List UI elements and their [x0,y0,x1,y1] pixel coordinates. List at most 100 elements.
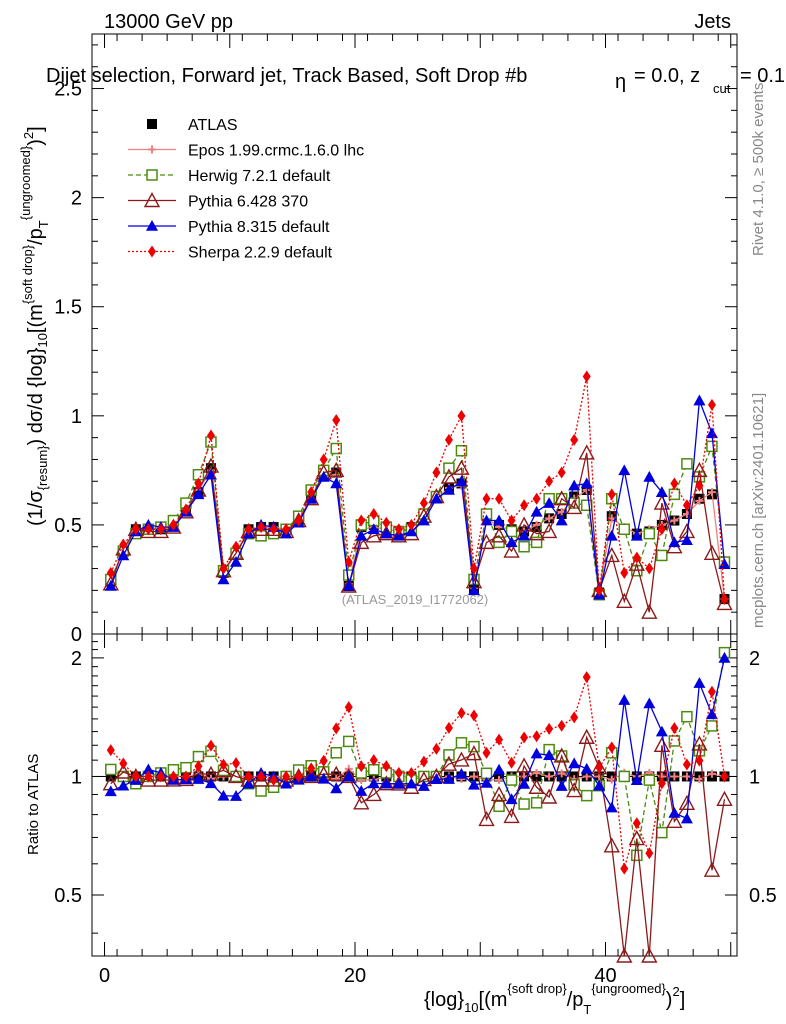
ratio-point-sherpa-2-2-9-default [219,758,228,771]
ratio-point-pythia-8-315-default [380,777,393,789]
point-pythia-6-428-370 [528,525,545,541]
ratio-point-pythia-6-428-370 [578,728,595,744]
point-sherpa-2-2-9-default [632,551,641,564]
ratio-y-tick-label-right: 0.5 [749,885,777,907]
point-pythia-8-315-default [630,529,643,541]
ratio-point-sherpa-2-2-9-default [407,766,416,779]
mcplots-label: mcplots.cern.ch [arXiv:2401.10621] [750,393,767,628]
ratio-point-herwig-7-2-1-default [668,735,681,747]
ratio-point-pythia-6-428-370 [465,745,483,761]
point-sherpa-2-2-9-default [282,523,291,536]
x-tick-label: 0 [99,965,110,987]
main-y-tick-label: 1.5 [54,297,82,319]
energy-label: 13000 GeV pp [104,11,233,33]
point-sherpa-2-2-9-default [682,499,691,512]
ratio-point-sherpa-2-2-9-default [469,709,478,722]
ratio-point-pythia-6-428-370 [440,755,458,771]
ratio-point-pythia-6-428-370 [152,771,170,787]
point-pythia-6-428-370 [653,494,671,510]
ratio-point-pythia-6-428-370 [603,837,620,853]
point-sherpa-2-2-9-default [244,523,253,536]
point-pythia-8-315-default [555,514,568,526]
ratio-point-herwig-7-2-1-default [443,749,455,761]
ratio-point-pythia-8-315-default [555,780,568,791]
ratio-point-pythia-6-428-370 [666,812,683,829]
ratio-point-sherpa-2-2-9-default [269,773,278,786]
point-herwig-7-2-1-default [530,536,543,549]
point-pythia-8-315-default [417,514,430,526]
point-pythia-6-428-370 [378,525,395,541]
ratio-point-sherpa-2-2-9-default [169,770,178,783]
point-pythia-8-315-default [618,464,631,476]
ratio-point-epos-1-99-crmc-1-6-0-lhc [670,772,679,781]
point-sherpa-2-2-9-default [645,562,654,575]
ratio-point-pythia-6-428-370 [340,767,357,784]
ratio-point-pythia-8-315-default [342,770,355,782]
ratio-point-sherpa-2-2-9-default [695,754,704,767]
main-y-tick-label: 0.5 [54,515,82,537]
ratio-point-herwig-7-2-1-default [368,763,380,776]
point-pythia-8-315-default [204,468,217,480]
ratio-y-tick-label-left: 0.5 [54,885,82,907]
ratio-point-sherpa-2-2-9-default [557,719,566,732]
ratio-line-sherpa-2-2-9-default [110,676,726,869]
point-herwig-7-2-1-default [681,458,693,470]
point-pythia-8-315-default [480,514,493,526]
ratio-point-herwig-7-2-1-default [480,767,493,780]
ratio-point-pythia-8-315-default [392,777,405,789]
point-pythia-8-315-default [655,486,668,497]
point-sherpa-2-2-9-default [607,488,616,501]
point-herwig-7-2-1-default [643,527,656,540]
ratio-y-axis-label: Ratio to ATLAS [25,754,42,855]
point-pythia-8-315-default [668,536,681,548]
legend-marker [148,145,156,154]
series-line-pythia-8-315-default [110,400,726,595]
ratio-point-epos-1-99-crmc-1-6-0-lhc [532,768,541,777]
point-sherpa-2-2-9-default [670,477,679,490]
ratio-point-sherpa-2-2-9-default [457,706,466,719]
point-pythia-6-428-370 [566,498,583,515]
legend-marker [146,220,158,231]
point-pythia-8-315-default [367,523,380,535]
ratio-point-sherpa-2-2-9-default [319,754,328,767]
ratio-point-sherpa-2-2-9-default [244,770,253,783]
ratio-point-pythia-6-428-370 [215,761,232,778]
point-sherpa-2-2-9-default [307,486,316,499]
point-pythia-6-428-370 [553,490,570,506]
title-main: Dijet selection, Forward jet, Track Base… [46,65,527,87]
point-pythia-8-315-default [104,580,117,591]
ratio-point-sherpa-2-2-9-default [720,770,729,783]
point-sherpa-2-2-9-default [394,523,403,536]
point-pythia-8-315-default [580,477,593,489]
point-pythia-8-315-default [705,427,718,439]
series-line-sherpa-2-2-9-default [110,376,726,600]
ratio-point-herwig-7-2-1-default [255,785,267,797]
ratio-point-epos-1-99-crmc-1-6-0-lhc [557,769,566,778]
point-sherpa-2-2-9-default [707,398,716,411]
ratio-point-sherpa-2-2-9-default [394,766,403,779]
point-pythia-8-315-default [680,534,693,545]
ratio-point-pythia-8-315-default [643,697,656,709]
point-sherpa-2-2-9-default [495,492,504,505]
ratio-point-herwig-7-2-1-default [105,763,117,776]
point-pythia-6-428-370 [340,577,357,593]
series-layer [102,370,733,619]
ratio-series-layer [102,646,733,963]
ratio-point-sherpa-2-2-9-default [582,671,591,684]
ratio-point-sherpa-2-2-9-default [257,770,266,783]
point-herwig-7-2-1-default [656,549,668,562]
point-sherpa-2-2-9-default [319,453,328,466]
ratio-point-pythia-8-315-default [493,763,506,775]
ratio-point-pythia-8-315-default [630,774,643,786]
ratio-point-pythia-8-315-default [242,777,255,789]
ratio-point-pythia-6-428-370 [678,794,696,811]
point-sherpa-2-2-9-default [532,492,541,505]
ratio-point-sherpa-2-2-9-default [670,722,679,735]
point-epos-1-99-crmc-1-6-0-lhc [707,488,716,497]
ratio-point-pythia-8-315-default [280,777,293,789]
ratio-point-sherpa-2-2-9-default [532,730,541,743]
point-pythia-8-315-default [467,584,480,596]
ratio-point-sherpa-2-2-9-default [119,757,128,770]
ratio-point-pythia-6-428-370 [653,736,671,752]
point-sherpa-2-2-9-default [131,523,140,536]
